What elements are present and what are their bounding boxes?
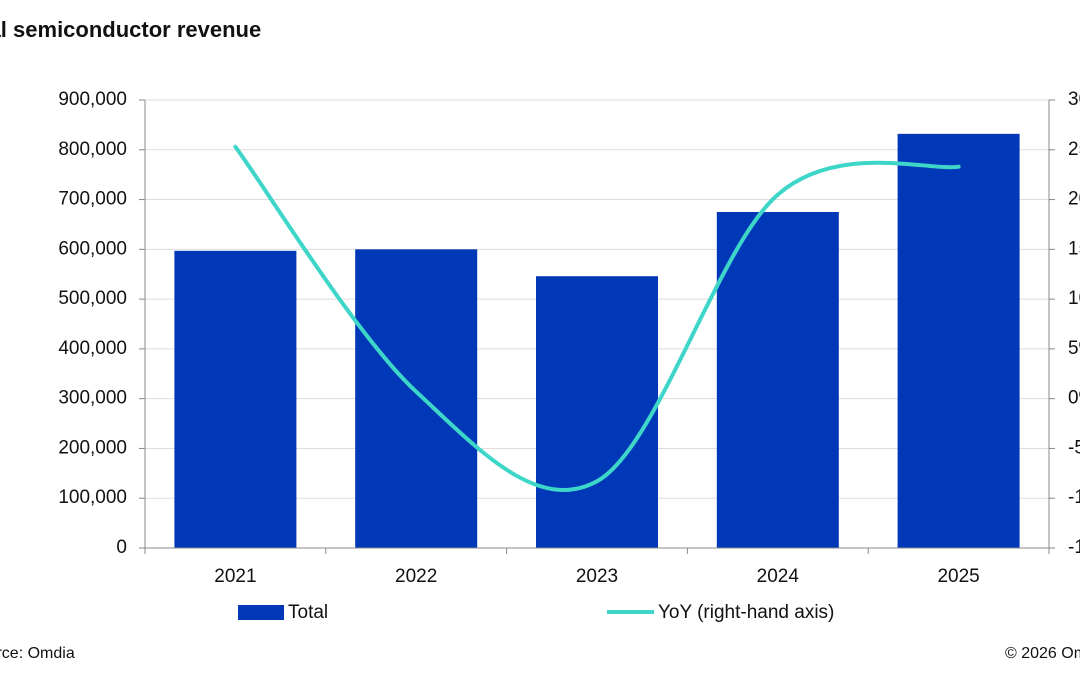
- bar: [355, 249, 478, 549]
- y-tick-label: 800,000: [58, 139, 127, 160]
- y2-tick-label: 0%: [1068, 388, 1080, 409]
- y-tick-label: 300,000: [58, 388, 127, 409]
- x-tick-label: 2025: [937, 566, 979, 587]
- source: Source: Omdia: [0, 645, 75, 662]
- y-tick-label: 400,000: [58, 338, 127, 359]
- legend-label: YoY (right-hand axis): [658, 602, 834, 623]
- y2-tick-label: -15%: [1068, 537, 1080, 558]
- line: [233, 144, 961, 493]
- y-tick-label: 500,000: [58, 288, 127, 309]
- y-tick-label: 0: [116, 537, 127, 558]
- legend-swatch: [238, 605, 284, 620]
- y2-tick-label: -5%: [1068, 437, 1080, 458]
- y-tick-label: 100,000: [58, 487, 127, 508]
- bar: [897, 133, 1020, 549]
- y-tick-label: 200,000: [58, 437, 127, 458]
- y-tick-label: 600,000: [58, 238, 127, 259]
- legend-label: Total: [288, 602, 328, 623]
- y2-tick-label: 15%: [1068, 238, 1080, 259]
- y2-tick-label: 30%: [1068, 89, 1080, 110]
- bar: [716, 212, 839, 548]
- x-tick-label: 2024: [757, 566, 800, 587]
- y-tick-label: 700,000: [58, 189, 127, 210]
- bar: [174, 250, 297, 548]
- copyright: © 2026 Omdia: [1005, 645, 1080, 662]
- y2-tick-label: 10%: [1068, 288, 1080, 309]
- x-tick-label: 2021: [214, 566, 256, 587]
- x-tick-label: 2022: [395, 566, 437, 587]
- chart-title: Total semiconductor revenue: [0, 17, 261, 42]
- y2-tick-label: 25%: [1068, 139, 1080, 160]
- y-tick-label: 900,000: [58, 89, 127, 110]
- y2-tick-label: 20%: [1068, 189, 1080, 210]
- y2-tick-label: 5%: [1068, 338, 1080, 359]
- x-tick-label: 2023: [576, 566, 618, 587]
- y2-tick-label: -10%: [1068, 487, 1080, 508]
- bar: [536, 276, 658, 548]
